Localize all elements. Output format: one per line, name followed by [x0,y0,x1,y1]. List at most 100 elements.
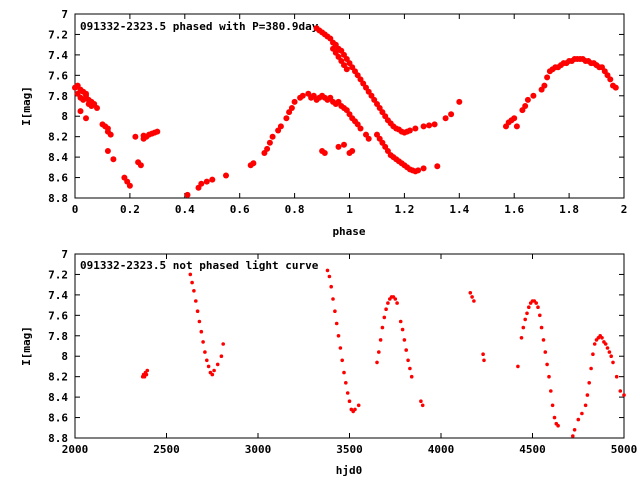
unphased-data-point [481,352,485,357]
phased-data-point [412,125,419,132]
unphased-data-point [345,391,350,395]
unphased-data-point [325,268,330,273]
phased-data-point [511,115,518,122]
unphased-y-tick-label: 7.2 [48,268,68,281]
phased-data-point [94,105,100,111]
phased-data-point [541,82,548,89]
phased-data-point [321,150,328,156]
unphased-data-point [404,348,409,352]
phased-y-tick-label: 7.8 [48,90,68,103]
phased-data-point [434,163,441,170]
unphased-axis-ticks: 2000 2500 3000 3500 4000 4500 5000 7 7.2 7.4 7.6 7.… [48,248,637,456]
phased-x-axis-label: phase [332,225,365,238]
phased-data-point [522,103,529,109]
unphased-y-tick-label: 7.8 [48,330,68,343]
unphased-y-tick-label: 7.4 [48,289,68,302]
unphased-data-point [356,403,361,408]
phased-data-point [203,178,210,185]
unphased-data-point [482,358,486,363]
unphased-data-point [329,284,334,289]
unphased-data-point [545,362,549,367]
unphased-data-point [576,417,581,422]
unphased-data-point [603,342,608,346]
unphased-data-points [140,268,626,438]
unphased-data-point [377,350,381,354]
unphased-data-point [419,399,423,404]
unphased-data-point [571,434,575,438]
unphased-data-point [382,315,387,320]
phased-data-point [524,96,531,103]
unphased-x-tick-label: 3000 [245,443,272,456]
phased-data-point [126,182,133,189]
phased-data-point [104,148,111,154]
unphased-data-point [521,325,526,330]
phased-data-point [209,176,216,183]
unphased-data-point [539,325,544,330]
phased-plot-frame [74,13,625,199]
phased-y-tick-label: 8.4 [48,151,68,164]
phased-data-point [154,128,161,135]
unphased-data-point [614,374,619,379]
unphased-data-point [203,350,207,354]
phased-data-point [406,127,413,134]
unphased-data-point [587,381,591,385]
phased-data-point [513,123,520,130]
phased-x-tick-label: 1.6 [504,203,524,216]
unphased-data-point [380,325,385,330]
unphased-data-point [583,403,588,408]
phased-y-axis-label: I[mag] [20,86,33,126]
unphased-data-point [600,336,604,340]
phased-data-point [77,108,84,115]
phased-data-point [442,115,449,122]
unphased-data-point [409,374,414,379]
unphased-data-point [219,354,224,359]
unphased-data-point [206,364,211,369]
unphased-data-point [331,297,335,301]
unphased-data-point [622,393,626,397]
unphased-data-point [194,299,198,303]
phased-data-point [607,76,614,83]
phased-data-point [544,74,551,81]
unphased-data-point [591,352,595,357]
unphased-x-tick-label: 5000 [611,443,638,456]
unphased-data-point [609,354,613,359]
unphased-data-point [210,372,215,377]
unphased-chart: 091332-2323.5 not phased light curve 200… [20,248,637,477]
unphased-y-tick-label: 7.6 [48,309,68,322]
phased-data-point [132,133,139,140]
phased-data-point [283,115,290,122]
unphased-data-point [192,289,196,293]
unphased-data-point [327,274,332,279]
unphased-y-tick-label: 7 [61,248,68,261]
unphased-chart-title: 091332-2323.5 not phased light curve [80,259,319,272]
phased-chart-title: 091332-2323.5 phased with P=380.9day [80,20,319,33]
unphased-data-point [420,403,425,408]
unphased-data-point [523,317,527,322]
unphased-data-point [538,313,542,318]
unphased-data-point [556,423,560,428]
phased-data-point [420,165,427,172]
unphased-data-point [197,319,202,324]
phased-data-point [530,92,537,99]
phased-chart: 091332-2323.5 phased with P=380.9day 0 0.… [20,8,627,238]
unphased-data-point [585,393,590,397]
unphased-data-point [344,381,348,385]
phased-x-tick-label: 0.8 [285,203,305,216]
phased-data-point [291,98,298,105]
unphased-plot-frame [74,253,625,439]
phased-data-point [184,191,191,198]
unphased-data-point [516,364,520,369]
unphased-data-point [384,307,388,312]
unphased-data-point [190,280,194,285]
unphased-data-point [336,334,341,338]
unphased-data-point [333,309,337,314]
unphased-data-point [400,327,405,332]
phased-y-tick-label: 8.2 [48,131,68,144]
phased-data-point [415,167,422,174]
unphased-data-point [338,346,343,350]
unphased-data-point [552,415,557,420]
phased-x-tick-label: 0.6 [230,203,250,216]
phased-x-tick-label: 0 [72,203,79,216]
unphased-data-point [519,336,524,340]
